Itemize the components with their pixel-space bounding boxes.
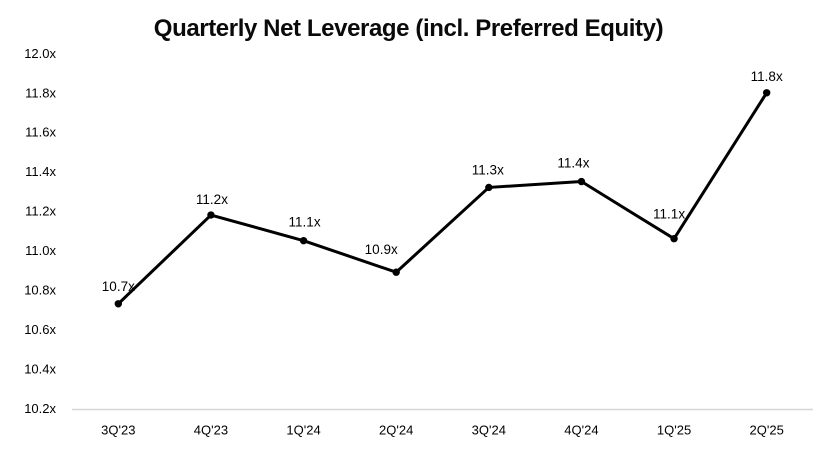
data-point-label: 11.1x	[289, 215, 321, 230]
x-tick-label: 3Q'24	[472, 423, 506, 438]
x-tick-label: 2Q'25	[750, 423, 784, 438]
data-point-label: 11.8x	[751, 69, 783, 84]
x-tick-label: 4Q'24	[564, 423, 598, 438]
series-line	[116, 91, 769, 306]
data-point-label: 10.9x	[365, 242, 398, 257]
y-tick-label: 11.8x	[25, 85, 56, 100]
data-point	[114, 300, 123, 308]
data-point	[392, 268, 400, 276]
data-point-label: 11.2x	[196, 192, 228, 207]
y-tick-label: 11.2x	[25, 204, 56, 219]
y-tick-label: 12.0x	[24, 46, 56, 61]
y-tick-label: 10.4x	[24, 361, 56, 376]
y-tick-label: 10.2x	[24, 401, 56, 416]
y-tick-label: 10.8x	[24, 282, 56, 297]
data-point	[485, 183, 493, 192]
x-tick-label: 2Q'24	[379, 423, 413, 438]
data-point	[299, 236, 308, 245]
y-tick-label: 11.4x	[25, 164, 56, 179]
chart-title: Quarterly Net Leverage (incl. Preferred …	[153, 15, 664, 42]
data-point-label: 10.7x	[102, 279, 135, 294]
data-point	[577, 177, 586, 186]
data-point	[762, 89, 771, 97]
x-tick-label: 3Q'23	[101, 423, 135, 438]
y-tick-label: 11.0x	[25, 243, 56, 258]
data-point	[670, 235, 678, 243]
y-tick-label: 11.6x	[25, 125, 56, 140]
data-point-label: 11.3x	[472, 162, 504, 177]
y-tick-label: 10.6x	[24, 322, 56, 337]
x-tick-label: 1Q'25	[657, 423, 691, 438]
x-tick-label: 4Q'23	[194, 423, 228, 438]
data-point	[207, 211, 215, 219]
x-tick-label: 1Q'24	[286, 423, 320, 438]
data-point-label: 11.4x	[557, 156, 589, 171]
data-point-label: 11.1x	[653, 207, 685, 222]
